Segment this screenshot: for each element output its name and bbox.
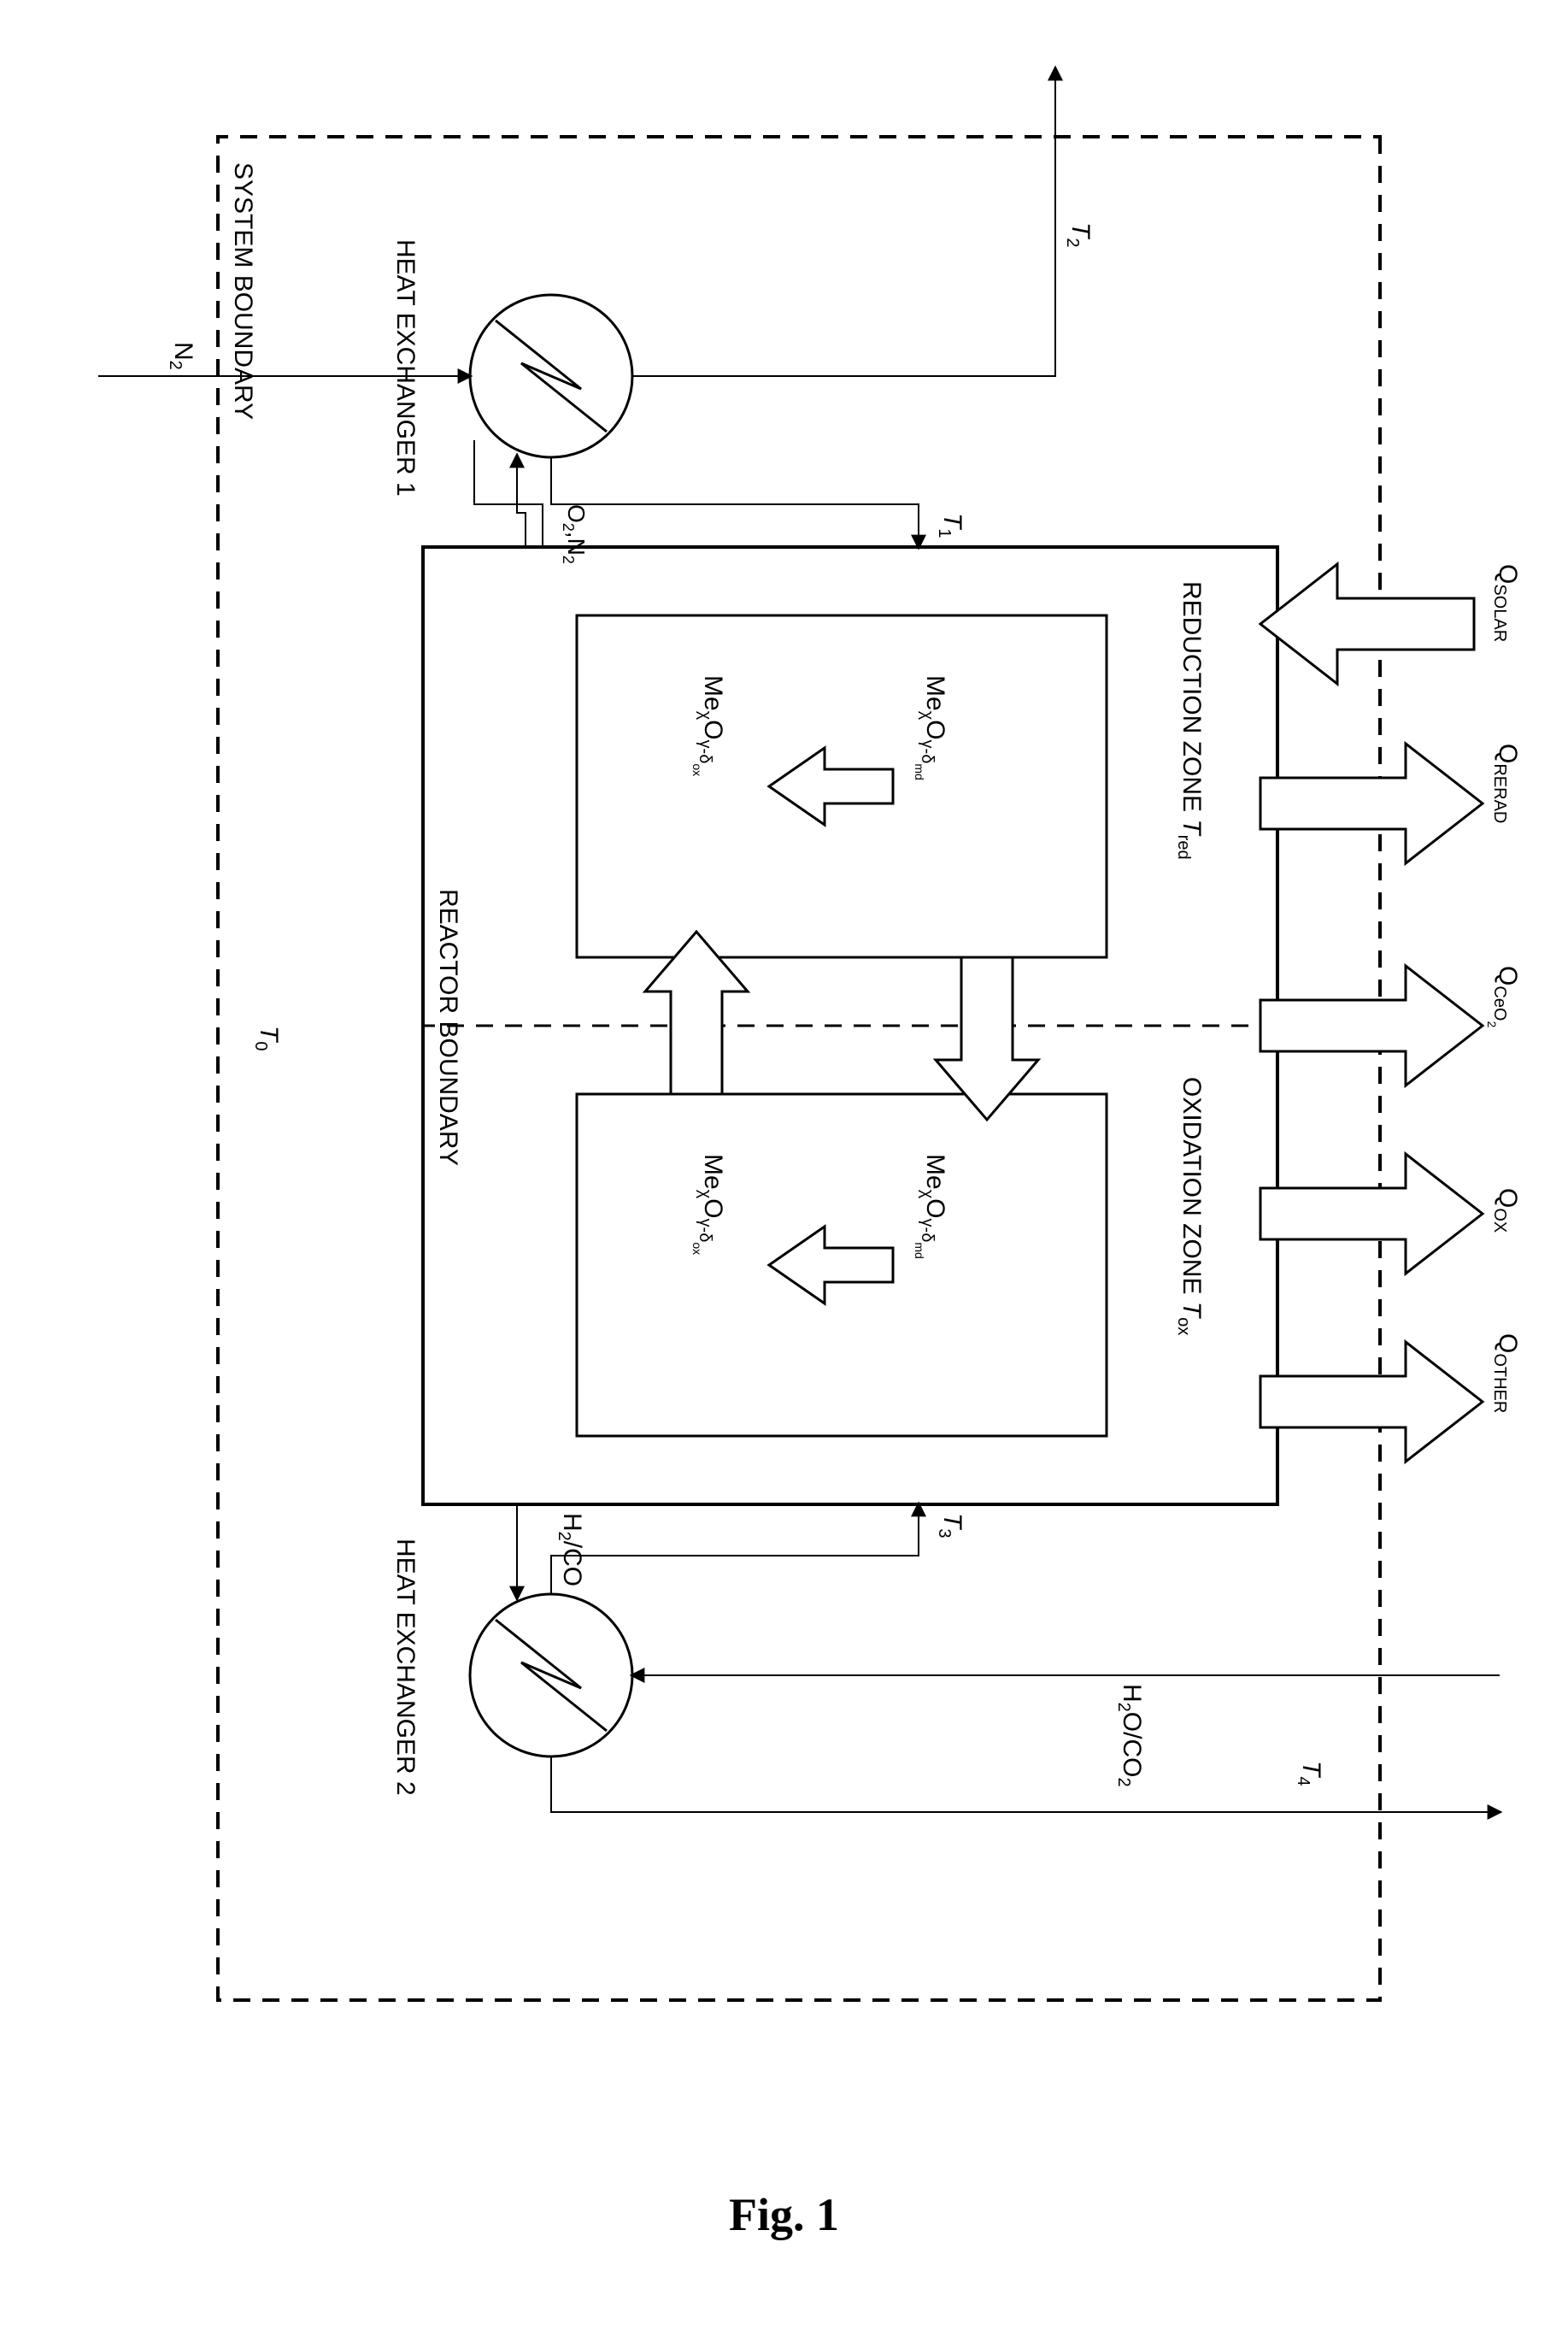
- reduction-down-arrow: [769, 748, 893, 825]
- svg-text:T3: T3: [935, 1513, 966, 1538]
- q-solar-arrow: [1260, 564, 1474, 684]
- svg-text:H2/CO: H2/CO: [555, 1513, 586, 1586]
- diagram-svg: QSOLAR QRERAD QCeO2 QOX QOTHER REDUCTION…: [0, 0, 1568, 2137]
- svg-text:OXIDATION ZONE Tox: OXIDATION ZONE Tox: [1174, 1077, 1206, 1335]
- t2-out-line: [632, 68, 1055, 376]
- svg-text:O2,N2: O2,N2: [560, 504, 590, 564]
- svg-text:QRERAD: QRERAD: [1490, 744, 1522, 823]
- svg-text:T1: T1: [935, 513, 966, 538]
- svg-text:T0: T0: [251, 1026, 283, 1050]
- svg-text:QSOLAR: QSOLAR: [1490, 564, 1522, 642]
- svg-text:QCeO2: QCeO2: [1485, 966, 1522, 1027]
- q-ceo2-arrow: [1260, 966, 1483, 1086]
- t4-line: [551, 1756, 1500, 1812]
- svg-text:HEAT EXCHANGER 2: HEAT EXCHANGER 2: [391, 1539, 420, 1796]
- svg-text:MeχOγ-δmd: MeχOγ-δmd: [913, 1154, 949, 1259]
- svg-text:T2: T2: [1063, 222, 1095, 247]
- svg-text:MeχOγ-δox: MeχOγ-δox: [690, 1154, 727, 1255]
- svg-text:HEAT EXCHANGER 1: HEAT EXCHANGER 1: [391, 239, 420, 497]
- svg-text:QOTHER: QOTHER: [1490, 1333, 1522, 1413]
- svg-text:MeχOγ-δmd: MeχOγ-δmd: [913, 675, 949, 780]
- q-rerad-arrow: [1260, 744, 1483, 863]
- svg-text:REDUCTION ZONE Tred: REDUCTION ZONE Tred: [1174, 581, 1206, 860]
- svg-text:N2: N2: [166, 342, 197, 370]
- svg-text:REACTOR BOUNDARY: REACTOR BOUNDARY: [434, 889, 462, 1166]
- t1-line: [551, 457, 919, 547]
- t3-line: [551, 1504, 919, 1594]
- q-ox-arrow: [1260, 1154, 1483, 1274]
- svg-text:T4: T4: [1294, 1761, 1325, 1786]
- svg-text:SYSTEM BOUNDARY: SYSTEM BOUNDARY: [229, 162, 257, 420]
- svg-text:H2O/CO2: H2O/CO2: [1114, 1684, 1146, 1787]
- svg-text:QOX: QOX: [1490, 1188, 1522, 1233]
- o2n2-to-hx1: [517, 456, 526, 547]
- svg-text:MeχOγ-δox: MeχOγ-δox: [690, 675, 727, 776]
- oxidation-down-arrow: [769, 1227, 893, 1303]
- figure-caption: Fig. 1: [0, 2188, 1568, 2241]
- q-other-arrow: [1260, 1342, 1483, 1462]
